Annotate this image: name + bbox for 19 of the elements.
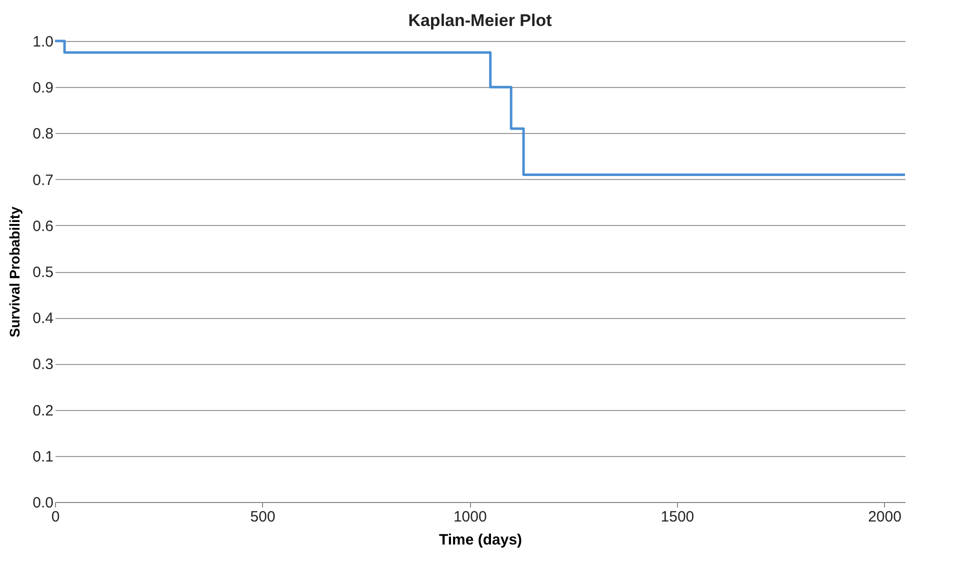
x-axis-title: Time (days) [438, 532, 522, 548]
y-tick-label: 0.5 [32, 264, 54, 281]
x-tick-label: 1000 [453, 508, 487, 526]
y-axis-title: Survival Probability [6, 206, 23, 338]
chart-title: Kaplan-Meier Plot [408, 11, 552, 30]
y-tick-label: 0.3 [32, 356, 54, 374]
x-tick-label: 0 [51, 508, 60, 526]
y-tick-label: 0.8 [32, 126, 54, 143]
y-tick-label: 0.2 [32, 402, 54, 420]
y-tick-label: 0.9 [32, 80, 54, 97]
x-tick-label: 500 [250, 508, 276, 526]
y-tick-label: 1.0 [32, 34, 54, 50]
y-tick-label: 0.1 [32, 448, 54, 466]
x-tick-label: 2000 [868, 508, 902, 526]
y-tick-label: 0.0 [32, 494, 54, 512]
y-tick-label: 0.6 [32, 218, 54, 235]
x-tick-label: 1500 [660, 508, 694, 526]
y-tick-label: 0.4 [32, 310, 54, 328]
y-tick-label: 0.7 [32, 172, 54, 189]
